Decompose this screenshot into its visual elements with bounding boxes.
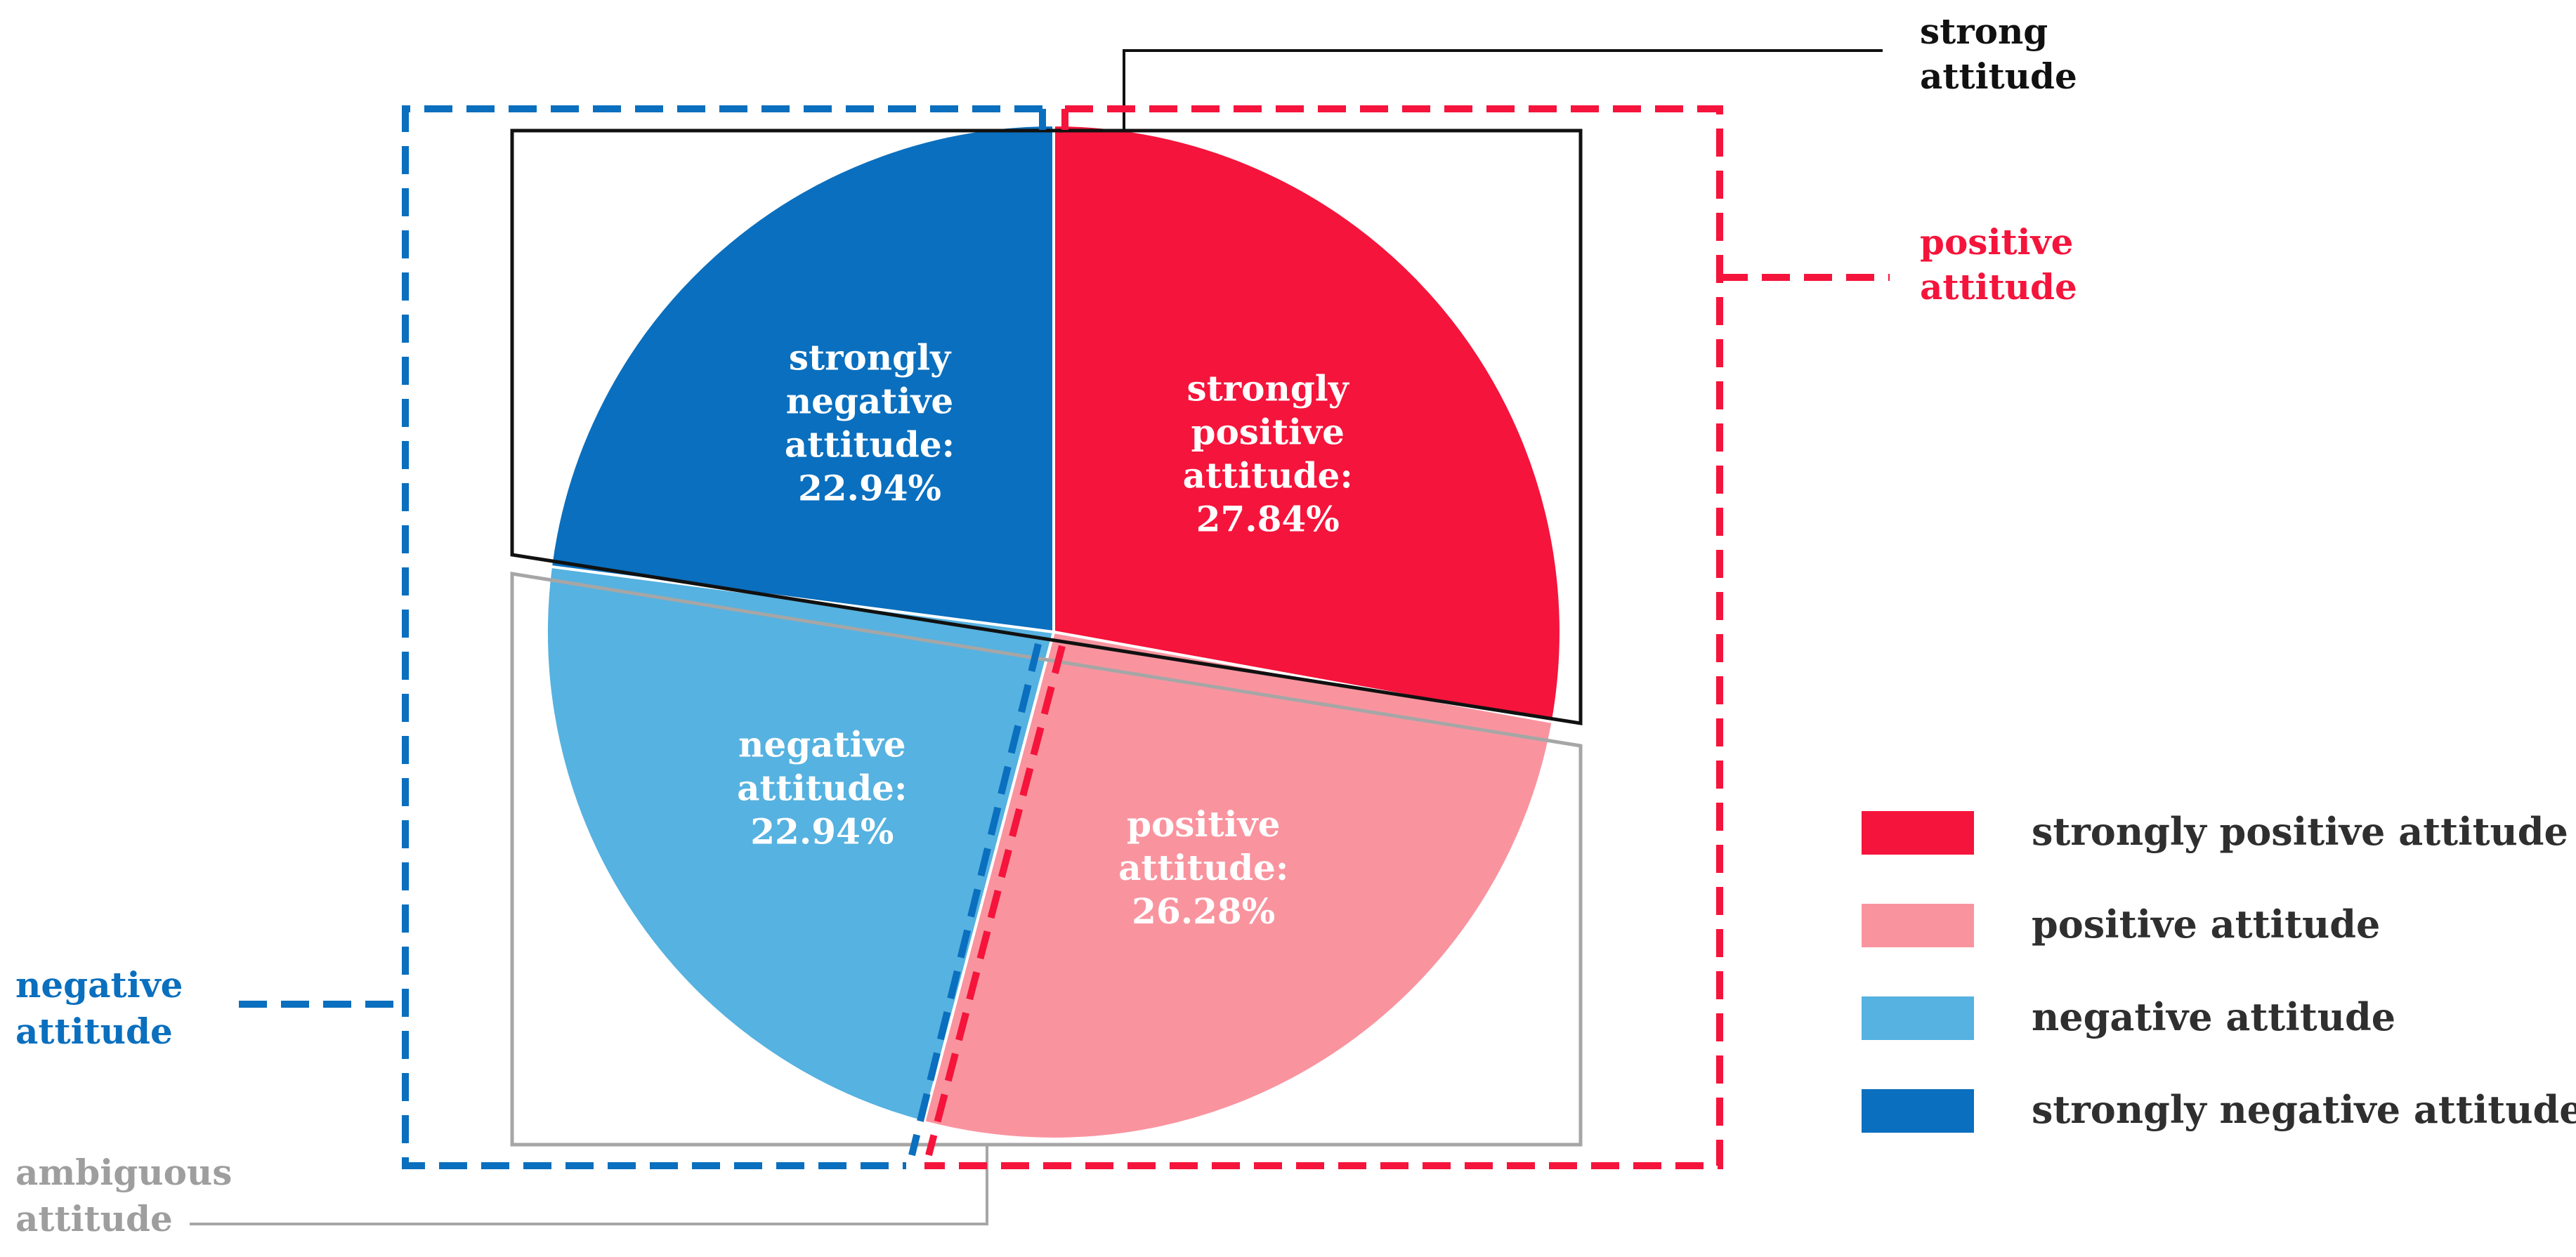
negative-attitude-divider (908, 643, 1042, 1157)
slice-label-line: attitude: (737, 767, 907, 808)
strong-attitude-label: strong attitude (1920, 11, 2077, 97)
positive-attitude-label-line: positive (1920, 221, 2073, 263)
strong-attitude-leader (1123, 49, 1883, 131)
grouping-annotations (190, 49, 1890, 1225)
legend-label: negative attitude (2032, 994, 2395, 1039)
slice-label-line: 22.94% (750, 810, 894, 852)
strong-attitude-label-line: attitude (1920, 55, 2077, 97)
legend-label: strongly negative attitude (2032, 1087, 2576, 1132)
positive-attitude-divider (925, 645, 1066, 1157)
slice-label-line: negative (786, 381, 953, 422)
negative-attitude-label-line: attitude (15, 1011, 173, 1052)
slice-label-line: strongly (789, 337, 952, 379)
slice-label-negative-attitude: negative attitude: 22.94% (737, 723, 907, 852)
strong-attitude-label-line: strong (1920, 11, 2048, 52)
slice-label-strongly-positive-attitude: strongly positive attitude: 27.84% (1183, 367, 1353, 539)
pie-slice-negative-attitude (544, 565, 1056, 1124)
slice-label-strongly-negative-attitude: strongly negative attitude: 22.94% (785, 337, 955, 509)
positive-attitude-label: positive attitude (1920, 221, 2086, 308)
ambiguous-attitude-label-line: ambiguous (15, 1152, 232, 1193)
slice-label-line: attitude: (1118, 847, 1288, 888)
slice-label-line: positive (1127, 803, 1280, 845)
slice-label-line: strongly (1187, 367, 1350, 409)
pie-slice-positive-attitude (922, 630, 1555, 1140)
positive-attitude-label-line: attitude (1920, 266, 2077, 308)
negative-attitude-label: negative attitude (15, 964, 195, 1052)
positive-attitude-box (924, 105, 1723, 1169)
legend-swatch (1862, 904, 1974, 947)
slice-label-line: 22.94% (798, 468, 941, 509)
legend-swatch (1862, 811, 1974, 855)
slice-label-line: 26.28% (1132, 890, 1275, 932)
legend-label: strongly positive attitude (2032, 809, 2568, 854)
legend-swatch (1862, 996, 1974, 1040)
legend-swatch (1862, 1089, 1974, 1133)
slice-label-positive-attitude: positive attitude: 26.28% (1118, 803, 1288, 932)
slice-labels: strongly positive attitude: 27.84%positive a… (737, 337, 1353, 932)
slice-label-line: attitude: (1183, 454, 1353, 496)
strong-attitude-box (510, 129, 1583, 725)
slice-label-line: 27.84% (1196, 498, 1340, 539)
ambiguous-attitude-leader (190, 1145, 988, 1225)
pie-slices (544, 123, 1562, 1140)
pie-slice-strongly-positive-attitude (1052, 123, 1562, 724)
negative-attitude-label-line: negative (15, 964, 183, 1006)
pie-slice-strongly-negative-attitude (549, 123, 1055, 634)
negative-attitude-box (402, 105, 1042, 1169)
ambiguous-attitude-label: ambiguous attitude (15, 1152, 244, 1239)
slice-label-line: positive (1191, 411, 1344, 452)
legend-label: positive attitude (2032, 902, 2380, 947)
legend: strongly positive attitude positive attit… (1862, 809, 2576, 1133)
slice-label-line: negative (738, 723, 905, 765)
ambiguous-attitude-box (510, 572, 1583, 1147)
ambiguous-attitude-label-line: attitude (15, 1198, 173, 1239)
slice-label-line: attitude: (785, 424, 955, 466)
